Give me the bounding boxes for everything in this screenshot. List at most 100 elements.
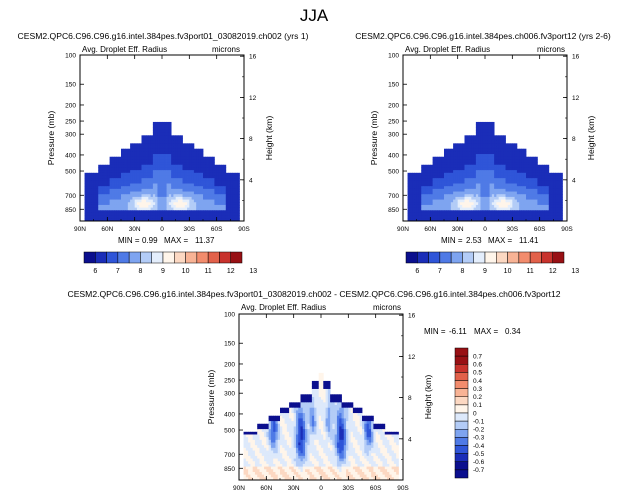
heatmap-cell (152, 129, 156, 134)
heatmap-cell (414, 188, 418, 192)
heatmap-cell (187, 170, 190, 174)
heatmap-cell (111, 196, 115, 200)
heatmap-cell (102, 196, 106, 200)
heatmap-cell (459, 143, 463, 147)
heatmap-cell (191, 188, 195, 192)
heatmap-cell (482, 178, 486, 182)
heatmap-cell (459, 186, 463, 190)
heatmap-cell (200, 170, 204, 174)
heatmap-cell (130, 207, 133, 211)
heatmap-cell (430, 167, 434, 171)
heatmap-cell (505, 146, 509, 150)
heatmap-cell (464, 162, 468, 166)
heatmap-cell (491, 199, 495, 203)
heatmap-cell (164, 162, 167, 166)
heatmap-cell (311, 423, 315, 427)
heatmap-cell (430, 183, 434, 187)
heatmap-cell (177, 135, 181, 139)
heatmap-cell (193, 180, 197, 184)
heatmap-cell (254, 455, 258, 459)
heatmap-cell (182, 148, 186, 152)
heatmap-cell (132, 183, 136, 187)
heatmap-cell (482, 129, 486, 134)
colorbar-swatch (484, 251, 497, 264)
heatmap-cell (286, 410, 290, 414)
heatmap-cell (512, 202, 516, 206)
heatmap-cell (100, 172, 104, 176)
heatmap-cell (275, 423, 279, 427)
heatmap-cell (134, 196, 138, 200)
heatmap-cell (318, 380, 322, 385)
heatmap-cell (407, 194, 411, 198)
heatmap-cell (548, 196, 552, 200)
heatmap-cell (232, 191, 236, 195)
heatmap-cell (159, 121, 163, 126)
heatmap-cell (330, 402, 333, 406)
heatmap-cell (264, 445, 267, 449)
heatmap-cell (152, 132, 156, 136)
heatmap-cell (473, 178, 477, 182)
heatmap-cell (432, 175, 436, 179)
heatmap-cell (309, 447, 313, 451)
heatmap-cell (334, 397, 338, 401)
heatmap-cell (107, 188, 111, 192)
heatmap-cell (134, 172, 138, 176)
y-tick-label: 400 (388, 152, 399, 159)
heatmap-cell (489, 210, 493, 214)
heatmap-cell (173, 194, 177, 198)
heatmap-cell (480, 191, 484, 195)
heatmap-cell (434, 156, 438, 160)
heatmap-cell (307, 445, 311, 449)
heatmap-cell (245, 453, 249, 457)
heatmap-cell (259, 450, 263, 454)
heatmap-cell (510, 146, 513, 150)
heatmap-cell (98, 196, 101, 200)
heatmap-cell (532, 188, 536, 192)
heatmap-cell (166, 186, 170, 190)
heatmap-cell (487, 138, 490, 142)
heatmap-cell (480, 140, 484, 144)
heatmap-cell (498, 156, 502, 160)
heatmap-cell (95, 194, 99, 198)
heatmap-cell (221, 215, 224, 219)
heatmap-cell (107, 207, 111, 211)
heatmap-cell (177, 162, 181, 166)
heatmap-cell (221, 172, 224, 176)
heatmap-cell (514, 143, 518, 147)
heatmap-cell (473, 202, 477, 206)
heatmap-cell (177, 159, 181, 163)
heatmap-cell (141, 151, 145, 155)
heatmap-cell (478, 162, 481, 166)
heatmap-cell (139, 215, 142, 219)
heatmap-cell (146, 138, 149, 142)
heatmap-cell (245, 437, 249, 441)
heatmap-cell (471, 207, 475, 211)
heatmap-cell (237, 188, 240, 192)
heatmap-cell (496, 138, 500, 142)
heatmap-cell (184, 207, 188, 211)
heatmap-cell (469, 138, 472, 142)
heatmap-cell (523, 218, 527, 222)
heatmap-cell (418, 207, 422, 211)
heatmap-cell (130, 210, 133, 214)
heatmap-cell (453, 162, 456, 166)
heatmap-cell (553, 207, 557, 211)
heatmap-cell (444, 154, 447, 158)
heatmap-cell (523, 172, 527, 176)
colorbar-swatch (462, 251, 474, 264)
heatmap-cell (444, 183, 447, 187)
heatmap-cell (339, 421, 342, 425)
heatmap-cell (382, 453, 386, 457)
heatmap-cell (423, 183, 427, 187)
heatmap-cell (469, 167, 472, 171)
heatmap-cell (157, 124, 161, 128)
heatmap-cell (203, 210, 206, 214)
heatmap-cell (223, 202, 227, 206)
heatmap-cell (162, 132, 165, 136)
heatmap-cell (159, 196, 163, 200)
heatmap-cell (489, 175, 493, 179)
heatmap-cell (305, 410, 308, 414)
heatmap-cell (175, 178, 179, 182)
heatmap-cell (141, 140, 145, 144)
heatmap-cell (512, 156, 516, 160)
